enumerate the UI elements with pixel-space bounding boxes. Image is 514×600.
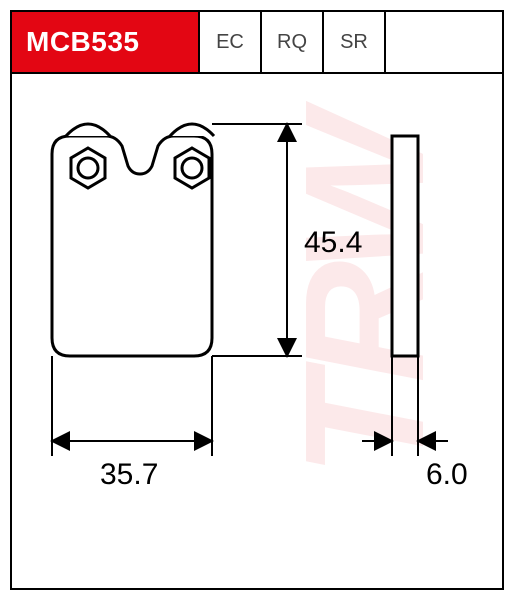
width-value: 35.7 bbox=[100, 458, 158, 491]
column-ec: EC bbox=[200, 12, 262, 72]
column-rq: RQ bbox=[262, 12, 324, 72]
thickness-profile bbox=[392, 136, 418, 356]
dimension-height: 45.4 bbox=[212, 124, 362, 356]
brake-pad-shape bbox=[52, 124, 214, 356]
dimension-thickness: 6.0 bbox=[362, 356, 468, 491]
technical-drawing: 45.4 35.7 6.0 bbox=[12, 76, 502, 590]
product-code: MCB535 bbox=[26, 26, 139, 58]
dimension-width: 35.7 bbox=[52, 356, 212, 491]
header-spacer bbox=[386, 12, 502, 72]
product-code-cell: MCB535 bbox=[12, 12, 200, 72]
header-row: MCB535 EC RQ SR bbox=[12, 12, 502, 74]
thickness-value: 6.0 bbox=[426, 458, 468, 491]
height-value: 45.4 bbox=[304, 226, 362, 259]
column-sr: SR bbox=[324, 12, 386, 72]
diagram-frame: MCB535 EC RQ SR TRW bbox=[10, 10, 504, 590]
